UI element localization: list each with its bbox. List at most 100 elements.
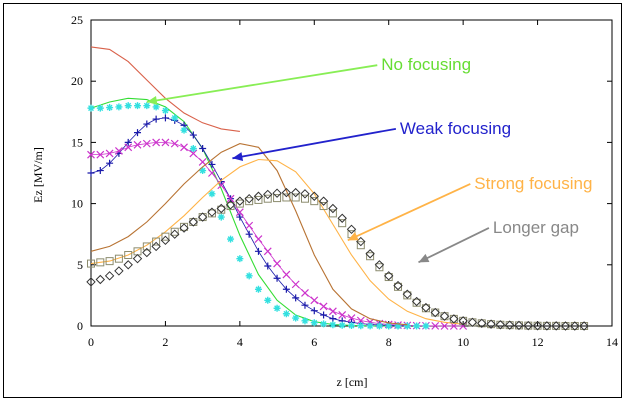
- data-point: [124, 143, 133, 152]
- data-point: [310, 307, 318, 315]
- data-point: [486, 319, 496, 329]
- data-point: [523, 320, 533, 331]
- data-point: [347, 314, 356, 322]
- x-tick-label: 4: [237, 335, 243, 349]
- y-tick-label: 0: [77, 319, 83, 333]
- annotation-arrow: [146, 64, 378, 103]
- data-point: [496, 320, 505, 329]
- data-point: [245, 221, 254, 230]
- data-point: [161, 232, 170, 241]
- series-4: [87, 102, 430, 330]
- data-point: [273, 304, 281, 312]
- data-point: [152, 115, 160, 123]
- annotation-arrow: [232, 127, 397, 160]
- data-point: [467, 317, 478, 328]
- x-tick-label: 14: [606, 335, 618, 349]
- annotation-label: Weak focusing: [400, 119, 511, 138]
- annotation-arrow: [418, 227, 490, 264]
- data-point: [338, 311, 347, 319]
- arrow-head: [232, 152, 244, 161]
- series-layer: [86, 46, 589, 331]
- data-point: [291, 280, 300, 289]
- data-point: [225, 200, 236, 210]
- data-point: [133, 140, 142, 149]
- data-point: [180, 126, 188, 134]
- data-point: [394, 322, 402, 330]
- data-point: [124, 138, 132, 146]
- data-point: [245, 272, 253, 280]
- data-point: [292, 294, 300, 302]
- data-point: [348, 322, 355, 330]
- data-point: [542, 321, 552, 331]
- annotation: No focusing: [146, 55, 471, 105]
- arrow-head: [347, 232, 359, 241]
- data-point: [198, 213, 207, 222]
- data-point: [87, 169, 95, 177]
- data-point: [207, 209, 216, 218]
- data-point: [86, 277, 96, 287]
- data-point: [134, 102, 142, 110]
- y-tick-label: 25: [71, 13, 83, 27]
- data-point: [143, 120, 151, 128]
- data-point: [440, 312, 449, 321]
- annotation-label: Strong focusing: [474, 174, 592, 193]
- data-point: [114, 266, 124, 276]
- series-8: [86, 187, 589, 331]
- data-point: [143, 102, 151, 110]
- data-point: [468, 318, 477, 327]
- data-point: [142, 247, 152, 258]
- annotation-label: No focusing: [381, 55, 471, 74]
- data-point: [208, 169, 216, 177]
- data-point: [161, 114, 169, 122]
- data-point: [263, 189, 273, 200]
- data-point: [319, 202, 328, 211]
- data-point: [338, 219, 347, 228]
- data-point: [236, 213, 244, 221]
- data-point: [227, 235, 235, 243]
- data-point: [338, 321, 346, 329]
- data-point: [495, 320, 506, 330]
- data-point: [198, 158, 207, 166]
- data-point: [273, 259, 281, 268]
- data-point: [281, 187, 292, 198]
- data-point: [87, 150, 95, 159]
- data-point: [124, 251, 133, 260]
- data-point: [301, 301, 309, 309]
- data-point: [413, 322, 421, 330]
- annotation: Strong focusing: [347, 174, 592, 242]
- data-point: [505, 321, 514, 330]
- x-tick-label: 8: [386, 335, 392, 349]
- annotation: Weak focusing: [232, 119, 511, 161]
- data-point: [124, 102, 132, 110]
- data-point: [412, 298, 421, 307]
- data-point: [207, 207, 217, 217]
- data-point: [411, 296, 422, 307]
- data-point: [160, 235, 171, 246]
- x-axis-label: z [cm]: [337, 375, 368, 389]
- data-point: [115, 103, 123, 111]
- data-point: [180, 143, 188, 152]
- data-point: [95, 274, 106, 285]
- data-point: [439, 311, 450, 321]
- data-point: [134, 129, 142, 137]
- data-point: [357, 322, 365, 330]
- data-point: [96, 167, 104, 175]
- data-point: [217, 213, 225, 221]
- data-point: [393, 280, 403, 291]
- data-point: [366, 318, 375, 327]
- data-point: [161, 107, 169, 115]
- data-point: [431, 308, 440, 317]
- data-point: [152, 138, 161, 147]
- data-point: [440, 322, 449, 330]
- data-point: [449, 314, 458, 323]
- data-point: [366, 322, 374, 330]
- x-tick-label: 12: [532, 335, 544, 349]
- data-point: [329, 315, 337, 323]
- data-point: [431, 321, 440, 330]
- data-point: [142, 139, 151, 148]
- data-point: [337, 213, 347, 223]
- data-point: [282, 270, 291, 279]
- arrow-head: [418, 253, 430, 263]
- data-point: [236, 255, 244, 263]
